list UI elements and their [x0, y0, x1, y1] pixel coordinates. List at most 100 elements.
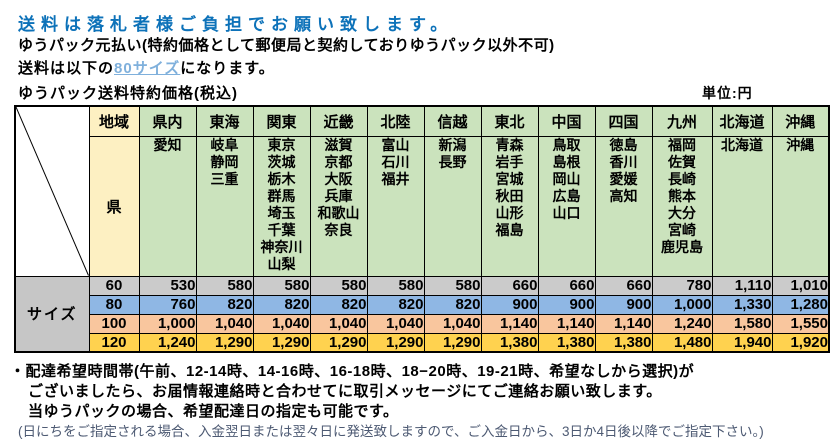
- size-120-label: 120: [88, 332, 140, 353]
- price-cell: 820: [366, 294, 425, 315]
- price-cell: 1,290: [309, 332, 368, 353]
- price-cell: 580: [366, 275, 425, 296]
- price-cell: 1,290: [423, 332, 482, 353]
- size-100-label: 100: [88, 313, 140, 334]
- price-cell: 1,550: [771, 313, 830, 334]
- delivery-time-slots-line: ・配達希望時間帯(午前、12-14時、14-16時、16-18時、18−20時、…: [10, 363, 695, 380]
- prefectures-chugoku: 鳥取 島根 岡山 広島 山口: [537, 135, 596, 277]
- price-cell: 1,240: [651, 313, 713, 334]
- price-cell: 580: [195, 275, 254, 296]
- price-cell: 1,380: [537, 332, 596, 353]
- region-header-kennai: 県内: [138, 105, 197, 137]
- price-cell: 900: [594, 294, 653, 315]
- price-cell: 1,000: [138, 313, 197, 334]
- region-row-label: 地域: [88, 105, 140, 137]
- price-cell: 1,040: [366, 313, 425, 334]
- region-header-shinetsu: 信越: [423, 105, 482, 137]
- size-120-row: 120 1,240 1,290 1,290 1,290 1,290 1,290 …: [15, 332, 830, 353]
- region-header-kanto: 関東: [252, 105, 311, 137]
- price-cell: 580: [309, 275, 368, 296]
- prefectures-hokkaido: 北海道: [711, 135, 773, 277]
- price-cell: 780: [651, 275, 713, 296]
- price-cell: 1,580: [711, 313, 773, 334]
- price-cell: 660: [537, 275, 596, 296]
- diagonal-corner-cell: [14, 105, 90, 277]
- price-cell: 1,280: [771, 294, 830, 315]
- delivery-date-option-line: 当ゆうパックの場合、希望配達日の指定も可能です。: [28, 403, 399, 420]
- region-header-tohoku: 東北: [480, 105, 539, 137]
- unit-label: 単位:円: [702, 85, 753, 101]
- region-header-okinawa: 沖縄: [771, 105, 830, 137]
- price-cell: 1,010: [771, 275, 830, 296]
- table-caption: ゆうパック送料特約価格(税込): [18, 85, 238, 102]
- size-100-row: 100 1,000 1,040 1,040 1,040 1,040 1,040 …: [15, 313, 830, 334]
- region-header-hokuriku: 北陸: [366, 105, 425, 137]
- price-cell: 1,140: [480, 313, 539, 334]
- size-80-row: 80 760 820 820 820 820 820 900 900 900 1…: [15, 294, 830, 315]
- price-cell: 1,140: [537, 313, 596, 334]
- prefectures-okinawa: 沖縄: [771, 135, 830, 277]
- size-notice-suffix: になります。: [180, 60, 275, 77]
- price-cell: 530: [138, 275, 197, 296]
- price-cell: 760: [138, 294, 197, 315]
- price-cell: 820: [195, 294, 254, 315]
- prefectures-kennai: 愛知: [138, 135, 197, 277]
- price-cell: 1,940: [711, 332, 773, 353]
- size-80-label: 80: [88, 294, 140, 315]
- price-cell: 660: [480, 275, 539, 296]
- prefectures-shinetsu: 新潟 長野: [423, 135, 482, 277]
- price-cell: 1,480: [651, 332, 713, 353]
- price-cell: 1,330: [711, 294, 773, 315]
- prefectures-shikoku: 徳島 香川 愛媛 高知: [594, 135, 653, 277]
- size-80-link[interactable]: 80サイズ: [114, 60, 181, 77]
- shipping-rate-table: 地域 県内 東海 関東 近畿 北陸 信越 東北 中国 四国 九州 北海道 沖縄 …: [14, 105, 830, 353]
- price-cell: 1,290: [252, 332, 311, 353]
- prefectures-hokuriku: 富山 石川 福井: [366, 135, 425, 277]
- price-cell: 1,000: [651, 294, 713, 315]
- price-cell: 580: [252, 275, 311, 296]
- price-cell: 900: [480, 294, 539, 315]
- price-cell: 1,040: [423, 313, 482, 334]
- price-cell: 1,140: [594, 313, 653, 334]
- price-cell: 660: [594, 275, 653, 296]
- price-cell: 1,040: [195, 313, 254, 334]
- region-header-chugoku: 中国: [537, 105, 596, 137]
- delivery-notes: ・配達希望時間帯(午前、12-14時、14-16時、16-18時、18−20時、…: [10, 362, 764, 442]
- prefectures-tohoku: 青森 岩手 宮城 秋田 山形 福島: [480, 135, 539, 277]
- pref-row-label: 県: [88, 135, 140, 277]
- contact-request-line: ございましたら、お届情報連絡時と合わせてに取引メッセージにてご連絡お願い致します…: [28, 383, 662, 400]
- yupack-contract-notice: ゆうパック元払い(特約価格として郵便局と契約しておりゆうパック以外不可): [18, 37, 555, 54]
- region-header-kyushu: 九州: [651, 105, 713, 137]
- size-notice-prefix: 送料は以下の: [18, 60, 115, 77]
- price-cell: 1,290: [195, 332, 254, 353]
- region-header-hokkaido: 北海道: [711, 105, 773, 137]
- price-cell: 820: [423, 294, 482, 315]
- prefectures-kinki: 滋賀 京都 大阪 兵庫 和歌山 奈良: [309, 135, 368, 277]
- prefectures-tokai: 岐阜 静岡 三重: [195, 135, 254, 277]
- prefectures-kyushu: 福岡 佐賀 長崎 熊本 大分 宮崎 鹿児島: [651, 135, 713, 277]
- region-header-shikoku: 四国: [594, 105, 653, 137]
- date-specification-note: (日にちをご指定される場合、入金翌日または翌々日に発送致しますので、ご入金日から…: [18, 424, 764, 439]
- price-cell: 1,110: [711, 275, 773, 296]
- shipping-burden-notice: 送料は落札者様ご負担でお願い致します。: [18, 15, 454, 34]
- region-header-row: 地域 県内 東海 関東 近畿 北陸 信越 東北 中国 四国 九州 北海道 沖縄: [14, 105, 830, 277]
- price-cell: 1,380: [480, 332, 539, 353]
- prefectures-kanto: 東京 茨城 栃木 群馬 埼玉 千葉 神奈川 山梨: [252, 135, 311, 277]
- size-notice-line: 送料は以下の80サイズになります。: [18, 57, 275, 78]
- size-60-label: 60: [88, 275, 140, 296]
- size-column-label: サイズ: [14, 275, 90, 353]
- region-header-tokai: 東海: [195, 105, 254, 137]
- price-cell: 900: [537, 294, 596, 315]
- region-header-kinki: 近畿: [309, 105, 368, 137]
- size-60-row: サイズ 60 530 580 580 580 580 580 660 660 6…: [14, 275, 830, 353]
- price-cell: 820: [252, 294, 311, 315]
- prefecture-row: 県 愛知 岐阜 静岡 三重 東京 茨城 栃木 群馬 埼玉 千葉 神奈川 山梨 滋…: [15, 135, 830, 277]
- price-cell: 1,040: [309, 313, 368, 334]
- diagonal-line: [16, 107, 89, 276]
- price-cell: 1,380: [594, 332, 653, 353]
- price-cell: 580: [423, 275, 482, 296]
- price-cell: 1,290: [366, 332, 425, 353]
- price-cell: 1,920: [771, 332, 830, 353]
- price-cell: 1,240: [138, 332, 197, 353]
- price-cell: 820: [309, 294, 368, 315]
